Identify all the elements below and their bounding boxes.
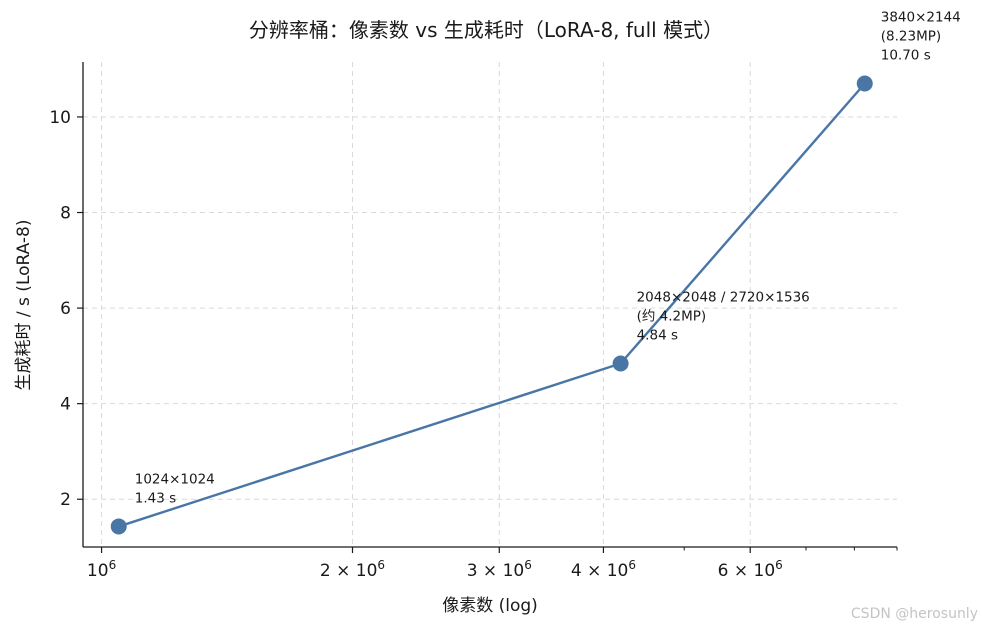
x-axis-label: 像素数 (log) xyxy=(442,596,538,616)
annotations: 1024×1024 1.43 s 2048×2048 / 2720×1536 (约 4… xyxy=(135,10,961,507)
data-point xyxy=(110,518,127,535)
x-tick-label: 106 xyxy=(87,558,116,581)
x-tick-label: 6 × 106 xyxy=(718,558,783,581)
x-tick-label: 3 × 106 xyxy=(467,558,532,581)
grid xyxy=(83,62,897,547)
y-tick-label: 4 xyxy=(60,395,71,415)
axes xyxy=(82,62,897,548)
x-tick-label: 4 × 106 xyxy=(571,558,636,581)
y-tick-label: 10 xyxy=(49,108,71,128)
point-annotation: 1024×1024 1.43 s xyxy=(135,471,215,506)
ticks: 2 4 6 8 10 106 2 × 106 3 × 106 4 × 106 6 × 106 xyxy=(49,108,898,581)
point-annotation: 2048×2048 / 2720×1536 (约 4.2MP) 4.84 s xyxy=(637,290,810,344)
watermark: CSDN @herosunly xyxy=(851,606,978,622)
chart-title: 分辨率桶：像素数 vs 生成耗时（LoRA-8, full 模式） xyxy=(249,18,723,42)
data-point xyxy=(856,75,873,92)
y-tick-label: 6 xyxy=(60,299,71,319)
y-tick-label: 2 xyxy=(60,490,71,510)
y-tick-label: 8 xyxy=(60,204,71,224)
data-point xyxy=(612,355,629,372)
x-tick-label: 2 × 106 xyxy=(320,558,385,581)
point-annotation: 3840×2144 (8.23MP) 10.70 s xyxy=(881,10,961,64)
series xyxy=(110,75,873,535)
y-axis-label: 生成耗时 / s (LoRA-8) xyxy=(14,220,34,391)
